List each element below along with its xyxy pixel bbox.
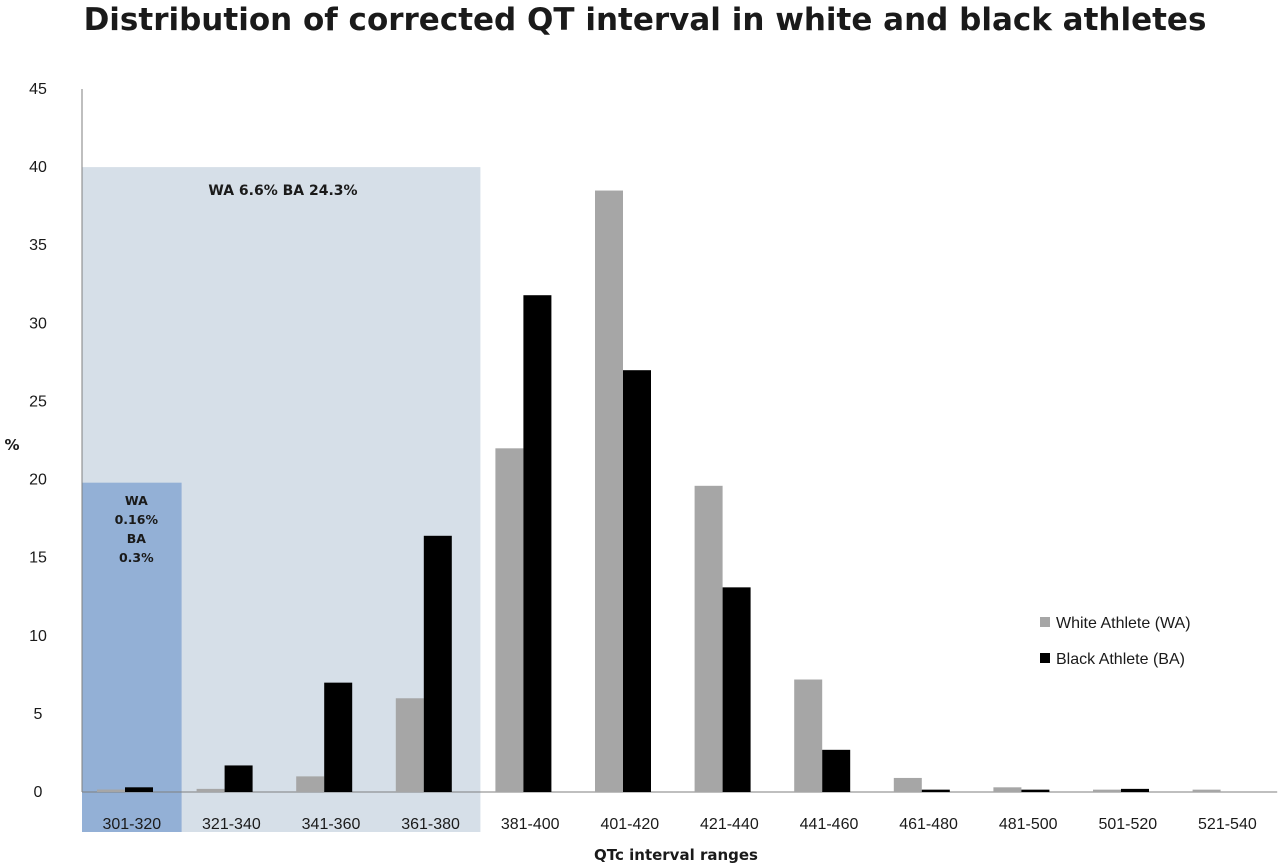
bar-black-athlete — [125, 787, 153, 792]
highlight-region-2 — [82, 482, 182, 832]
bar-black-athlete — [1121, 788, 1149, 792]
y-tick-label: 45 — [29, 81, 47, 98]
legend-swatch — [1040, 653, 1050, 663]
bar-black-athlete — [623, 370, 651, 792]
bar-black-athlete — [722, 587, 751, 792]
bar-black-athlete — [822, 749, 851, 792]
y-axis-label: % — [4, 436, 19, 454]
bars — [97, 190, 1221, 793]
y-tick-label: 10 — [29, 628, 47, 645]
x-tick-label: 441-460 — [800, 816, 859, 833]
x-tick-label: 481-500 — [999, 816, 1058, 833]
y-tick-label: 20 — [29, 472, 47, 489]
x-tick-label: 341-360 — [302, 816, 361, 833]
annotation-narrow-line: 0.16% — [115, 512, 159, 527]
annotation-wide: WA 6.6% BA 24.3% — [208, 183, 357, 199]
legend-label: White Athlete (WA) — [1056, 615, 1191, 632]
axes: 0 5 10 15 20 25 30 35 40 45% 301-320 321-340 341-360… — [4, 81, 1278, 864]
bar-black-athlete — [423, 535, 452, 792]
bar-black-athlete — [523, 295, 552, 792]
x-axis-label: QTc interval ranges — [594, 846, 758, 864]
labels: WA 6.6% BA 24.3% WA 0.16% BA 0.3% — [115, 183, 358, 565]
x-tick-label: 401-420 — [600, 816, 659, 833]
bar-white-athlete — [97, 789, 125, 792]
bar-white-athlete — [296, 776, 325, 792]
x-tick-label: 361-380 — [401, 816, 460, 833]
bar-white-athlete — [993, 787, 1022, 792]
legend: White Athlete (WA) Black Athlete (BA) — [1040, 615, 1191, 668]
bar-white-athlete — [694, 485, 723, 792]
bar-black-athlete — [224, 765, 253, 792]
bar-white-athlete — [1192, 789, 1221, 792]
y-tick-label: 30 — [29, 315, 47, 332]
x-tick-label: 381-400 — [501, 816, 560, 833]
bar-white-athlete — [1093, 789, 1121, 792]
annotation-narrow-line: BA — [127, 531, 147, 546]
bar-white-athlete — [595, 190, 623, 793]
annotation-narrow-line: WA — [125, 493, 148, 508]
bar-white-athlete — [794, 679, 823, 792]
bar-white-athlete — [395, 698, 424, 792]
x-tick-label: 501-520 — [1098, 816, 1157, 833]
y-tick-label: 35 — [29, 237, 47, 254]
bar-white-athlete — [495, 448, 524, 792]
x-tick-label: 461-480 — [899, 816, 958, 833]
x-tick-label: 321-340 — [202, 816, 261, 833]
bar-white-athlete — [893, 777, 922, 792]
y-tick-label: 40 — [29, 159, 47, 176]
x-tick-label: 421-440 — [700, 816, 759, 833]
annotation-narrow-line: 0.3% — [119, 550, 154, 565]
y-tick-label: 25 — [29, 393, 47, 410]
legend-label: Black Athlete (BA) — [1056, 651, 1185, 668]
x-tick-label: 301-320 — [102, 816, 161, 833]
y-tick-label: 15 — [29, 550, 47, 567]
bar-white-athlete — [196, 788, 225, 792]
bar-black-athlete — [324, 682, 353, 792]
y-tick-label: 5 — [34, 706, 43, 723]
bar-black-athlete — [921, 789, 950, 792]
y-tick-label: 0 — [34, 784, 43, 801]
chart-title: Distribution of corrected QT interval in… — [83, 2, 1207, 38]
legend-swatch — [1040, 617, 1050, 627]
bar-black-athlete — [1021, 789, 1050, 792]
x-tick-label: 521-540 — [1198, 816, 1257, 833]
